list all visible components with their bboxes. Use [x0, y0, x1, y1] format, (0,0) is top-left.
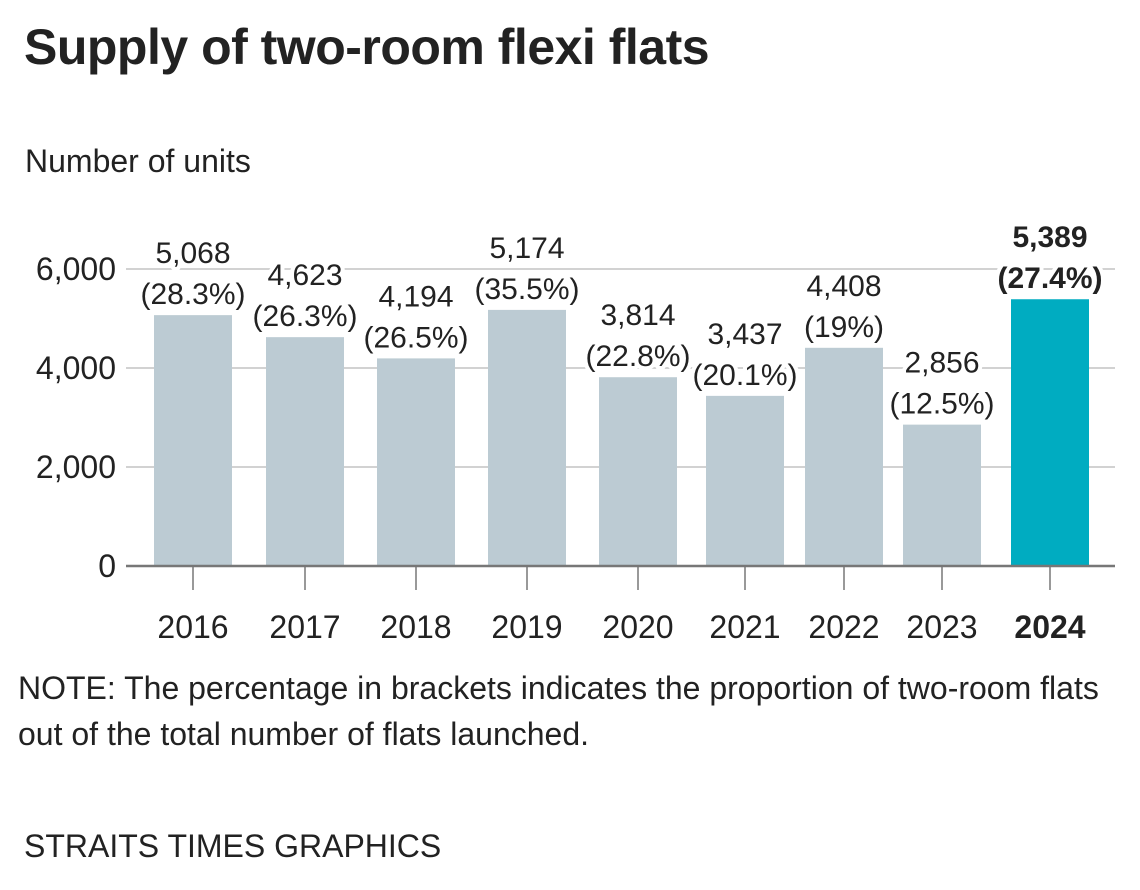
percent-label: (22.8%)	[585, 340, 690, 373]
percent-label: (19%)	[804, 311, 884, 344]
percent-label: (27.4%)	[997, 262, 1102, 295]
x-tick-label: 2023	[906, 609, 977, 645]
percent-label: (28.3%)	[140, 278, 245, 311]
x-tick-label: 2020	[602, 609, 673, 645]
source-credit: STRAITS TIMES GRAPHICS	[24, 828, 442, 864]
x-tick-label: 2016	[157, 609, 228, 645]
y-axis-label: Number of units	[25, 143, 251, 179]
x-tick-label: 2017	[269, 609, 340, 645]
x-tick-label: 2019	[491, 609, 562, 645]
y-tick-label: 0	[98, 548, 116, 584]
value-label: 3,814	[600, 299, 675, 332]
y-tick-label: 2,000	[36, 449, 116, 485]
value-label: 5,174	[489, 232, 564, 265]
value-label: 4,623	[267, 259, 342, 292]
value-label: 5,068	[155, 237, 230, 270]
bar-2023	[903, 424, 981, 566]
bar-2017	[266, 337, 344, 566]
percent-label: (26.3%)	[252, 300, 357, 333]
bar-2022	[805, 347, 883, 566]
bar-2019	[488, 309, 566, 566]
percent-label: (35.5%)	[474, 273, 579, 306]
value-label: 4,408	[806, 270, 881, 303]
bar-2020	[599, 377, 677, 566]
value-label: 2,856	[904, 347, 979, 380]
y-tick-label: 6,000	[36, 251, 116, 287]
value-label: 3,437	[707, 318, 782, 351]
percent-label: (26.5%)	[363, 321, 468, 354]
x-tick-label: 2022	[808, 609, 879, 645]
percent-label: (20.1%)	[692, 359, 797, 392]
value-label: 5,389	[1012, 221, 1087, 254]
x-tick-label: 2018	[380, 609, 451, 645]
bar-chart: 0 2,000 4,000 6,000 2016 2017 2018 2019 2020 2021…	[35, 221, 1115, 645]
bar-2018	[377, 358, 455, 566]
value-label: 4,194	[378, 280, 453, 313]
chart-note: NOTE: The percentage in brackets indicat…	[18, 670, 1099, 752]
x-tick-label: 2024	[1014, 609, 1085, 645]
y-tick-label: 4,000	[36, 350, 116, 386]
bar-2016	[154, 315, 232, 566]
chart-title: Supply of two-room flexi flats	[24, 19, 710, 75]
percent-label: (12.5%)	[889, 388, 994, 421]
x-tick-label: 2021	[709, 609, 780, 645]
bar-2021	[706, 395, 784, 566]
bar-2024	[1011, 299, 1089, 566]
